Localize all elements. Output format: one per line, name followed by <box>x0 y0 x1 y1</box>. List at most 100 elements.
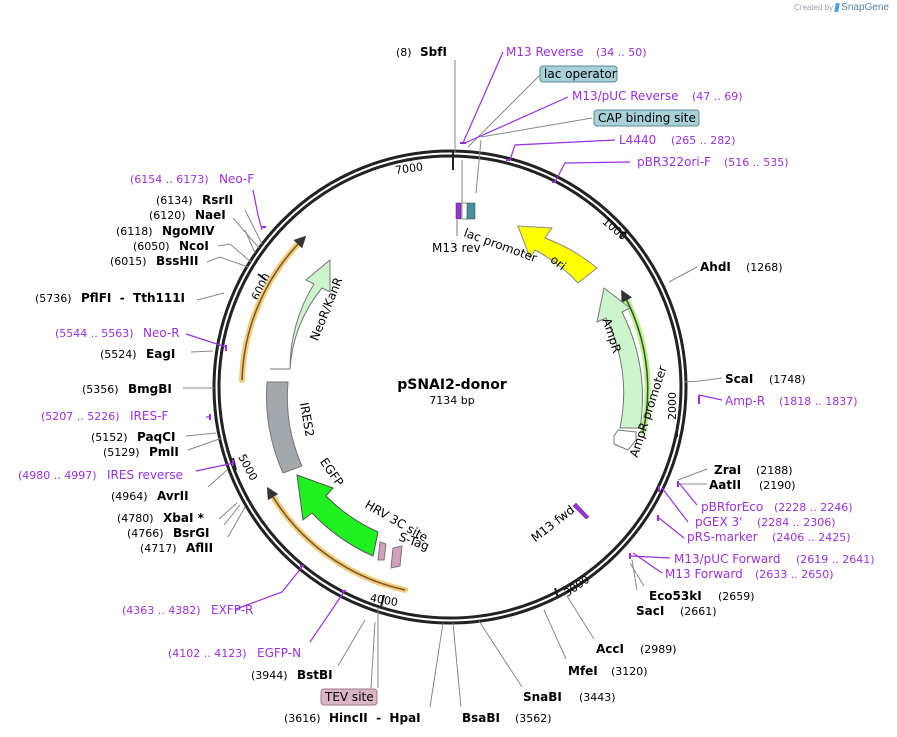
enzyme-aatii[interactable]: AatII (2190) <box>709 478 796 492</box>
enzyme-eagi[interactable]: (5524) EagI <box>100 347 175 361</box>
enzyme-ahdi[interactable]: AhdI (1268) <box>700 260 783 274</box>
backbone-circle <box>212 149 688 625</box>
enzyme-bmgbi[interactable]: (5356) BmgBI <box>82 382 172 396</box>
primer-m13-puc-reverse[interactable]: M13/pUC Reverse (47 .. 69) <box>572 89 743 103</box>
primer-m13-forward[interactable]: M13 Forward (2633 .. 2650) <box>665 567 834 581</box>
feature-ampr[interactable]: AmpR <box>596 287 644 429</box>
primer-m13-puc-forward[interactable]: M13/pUC Forward (2619 .. 2641) <box>674 552 875 566</box>
enzyme-bsrgi[interactable]: (4766) BsrGI <box>127 526 210 540</box>
svg-text:(5129): (5129) <box>103 446 140 459</box>
svg-text:pBRforEco: pBRforEco <box>701 500 763 514</box>
primer-m13-reverse[interactable]: M13 Reverse (34 .. 50) <box>506 45 647 59</box>
feature-m13-rev[interactable]: M13 rev <box>432 202 481 255</box>
primer-marks <box>209 142 700 592</box>
enzyme-bsshii[interactable]: (6015) BssHII <box>110 254 198 268</box>
enzyme-mfei[interactable]: MfeI (3120) <box>568 664 648 678</box>
svg-text:BsrGI: BsrGI <box>173 526 210 540</box>
svg-text:PaqCI: PaqCI <box>137 430 175 444</box>
svg-text:NgoMIV: NgoMIV <box>162 224 215 238</box>
primer-pgex-3[interactable]: pGEX 3' (2284 .. 2306) <box>695 515 836 529</box>
tick-2000: 2000 <box>666 392 679 420</box>
feature-label-ires2: IRES2 <box>297 401 317 438</box>
primer-exfp-r[interactable]: (4363 .. 4382) EXFP-R <box>122 603 253 617</box>
boxed-feature-tev-site[interactable]: TEV site <box>320 688 378 706</box>
enzyme-ncoi[interactable]: (6050) NcoI <box>133 239 209 253</box>
enzyme-acci[interactable]: AccI (2989) <box>596 642 677 656</box>
primer-ires-f[interactable]: (5207 .. 5226) IRES-F <box>41 409 168 423</box>
svg-text:(2619 .. 2641): (2619 .. 2641) <box>796 553 875 566</box>
enzyme-rsrii[interactable]: (6134) RsrII <box>156 193 233 207</box>
feature-label-m13-fwd: M13 fwd <box>528 503 577 545</box>
feature-m13-fwd[interactable]: M13 fwd <box>528 502 590 545</box>
svg-text:Amp-R: Amp-R <box>725 394 765 408</box>
boxed-feature-cap-binding-site[interactable]: CAP binding site <box>593 109 700 127</box>
svg-text:EGFP-N: EGFP-N <box>257 646 301 660</box>
enzyme-bstbi[interactable]: (3944) BstBI <box>251 668 333 682</box>
enzyme-naei[interactable]: (6120) NaeI <box>149 208 226 222</box>
svg-text:(1748): (1748) <box>769 373 806 386</box>
enzyme-snabi[interactable]: SnaBI (3443) <box>523 690 616 704</box>
primer-neo-r[interactable]: (5544 .. 5563) Neo-R <box>55 326 180 340</box>
feature-neor-kanr[interactable]: NeoR/KanR <box>270 258 345 370</box>
enzyme-leader-lines <box>183 60 723 708</box>
svg-text:SacI: SacI <box>636 604 664 618</box>
enzyme-sbfi[interactable]: (8) SbfI <box>396 45 447 59</box>
svg-text:IRES-F: IRES-F <box>130 409 168 423</box>
plasmid-name: pSNAI2-donor <box>397 377 507 393</box>
snapgene-credit: Created by SnapGene <box>794 2 889 13</box>
enzyme-xbai[interactable]: (4780) XbaI * <box>117 511 205 525</box>
svg-text:AflII: AflII <box>186 541 213 555</box>
enzyme-zrai[interactable]: ZraI (2188) <box>714 463 793 477</box>
svg-text:M13/pUC Forward: M13/pUC Forward <box>674 552 781 566</box>
primer-amp-r[interactable]: Amp-R (1818 .. 1837) <box>725 394 858 408</box>
primer-ires-reverse[interactable]: (4980 .. 4997) IRES reverse <box>18 468 183 482</box>
svg-text:XbaI *: XbaI * <box>163 511 205 525</box>
primer-pbrforeco[interactable]: pBRforEco (2228 .. 2246) <box>701 500 853 514</box>
svg-text:(6118): (6118) <box>116 225 153 238</box>
svg-text:(3443): (3443) <box>579 691 616 704</box>
feature-label-m13-rev: M13 rev <box>432 241 481 255</box>
svg-text:Neo-F: Neo-F <box>219 172 254 186</box>
enzyme-ngomiv[interactable]: (6118) NgoMIV <box>116 224 215 238</box>
svg-text:(2661): (2661) <box>680 605 717 618</box>
svg-text:BstBI: BstBI <box>297 668 333 682</box>
enzyme-hincii-hpai[interactable]: (3616) HincII - HpaI <box>284 711 421 725</box>
svg-text:HincII - HpaI: HincII - HpaI <box>329 711 421 725</box>
svg-text:lac operator: lac operator <box>544 67 617 81</box>
svg-text:AvrII: AvrII <box>157 489 189 503</box>
enzyme-avrii[interactable]: (4964) AvrII <box>111 489 189 503</box>
enzyme-aflii[interactable]: (4717) AflII <box>140 541 213 555</box>
credit-brand: SnapGene <box>841 2 889 13</box>
enzyme-eco53ki[interactable]: Eco53kI (2659) <box>649 589 755 603</box>
svg-text:M13 Reverse: M13 Reverse <box>506 45 584 59</box>
tick-4000: 4000 <box>369 591 399 609</box>
svg-text:(34 .. 50): (34 .. 50) <box>596 46 647 59</box>
primer-pbr322ori-f[interactable]: pBR322ori-F (516 .. 535) <box>637 155 789 169</box>
enzyme-pflfi-tth111i[interactable]: (5736) PflFI - Tth111I <box>35 291 185 305</box>
boxed-feature-lac-operator[interactable]: lac operator <box>539 65 618 83</box>
svg-text:(4980 .. 4997): (4980 .. 4997) <box>18 469 97 482</box>
svg-text:(2188): (2188) <box>756 464 793 477</box>
svg-text:(6120): (6120) <box>149 209 186 222</box>
enzyme-paqci[interactable]: (5152) PaqCI <box>91 430 175 444</box>
svg-text:BsaBI: BsaBI <box>462 711 500 725</box>
primer-l4440[interactable]: L4440 (265 .. 282) <box>619 133 736 147</box>
primer-egfp-n[interactable]: (4102 .. 4123) EGFP-N <box>168 646 301 660</box>
svg-text:pRS-marker: pRS-marker <box>687 530 758 544</box>
svg-text:(4363 .. 4382): (4363 .. 4382) <box>122 604 201 617</box>
svg-text:(4780): (4780) <box>117 512 154 525</box>
primer-neo-f[interactable]: (6154 .. 6173) Neo-F <box>130 172 254 186</box>
svg-text:IRES reverse: IRES reverse <box>107 468 183 482</box>
enzyme-bsabi[interactable]: BsaBI (3562) <box>462 711 552 725</box>
enzyme-scai[interactable]: ScaI (1748) <box>725 372 806 386</box>
primer-prs-marker[interactable]: pRS-marker (2406 .. 2425) <box>687 530 851 544</box>
enzyme-saci[interactable]: SacI (2661) <box>636 604 717 618</box>
svg-text:pGEX 3': pGEX 3' <box>695 515 742 529</box>
svg-text:(5524): (5524) <box>100 348 137 361</box>
svg-text:ZraI: ZraI <box>714 463 741 477</box>
feature-ires2[interactable]: IRES2 <box>266 381 317 474</box>
enzyme-pmli[interactable]: (5129) PmlI <box>103 445 179 459</box>
svg-text:(3120): (3120) <box>611 665 648 678</box>
svg-text:SbfI: SbfI <box>420 45 447 59</box>
